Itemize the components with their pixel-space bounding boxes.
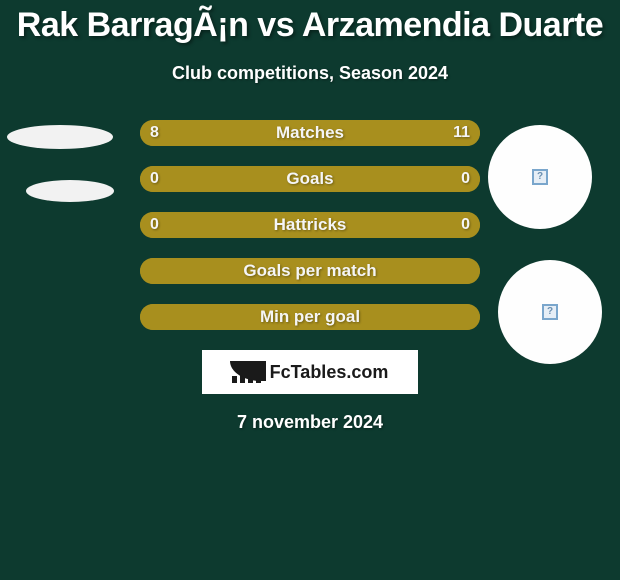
placeholder-icon: ? (532, 169, 548, 185)
stat-row: Hattricks0 0 (140, 212, 480, 238)
stat-bars: Matches811Goals00Hattricks00Goals per ma… (140, 120, 480, 330)
player2-avatar-circle-bottom: ? (498, 260, 602, 364)
stat-value-right: 11 (453, 120, 470, 146)
logo-text: FcTables.com (270, 362, 389, 383)
stat-row: Min per goal (140, 304, 480, 330)
stat-row: Goals per match (140, 258, 480, 284)
stat-value-left: 0 (150, 166, 159, 192)
stat-label: Goals per match (140, 258, 480, 284)
date-line: 7 november 2024 (0, 412, 620, 433)
stat-row: Matches8 11 (140, 120, 480, 146)
player1-avatar-ellipse-top (7, 125, 113, 149)
stat-value-right: 0 (461, 166, 470, 192)
stat-label: Min per goal (140, 304, 480, 330)
stat-label: Goals (140, 166, 480, 192)
placeholder-icon: ? (542, 304, 558, 320)
logo-box: FcTables.com (202, 350, 418, 394)
stat-label: Hattricks (140, 212, 480, 238)
stat-row: Goals0 0 (140, 166, 480, 192)
logo-chart-icon (232, 361, 264, 383)
stat-value-right: 0 (461, 212, 470, 238)
player1-avatar-ellipse-bottom (26, 180, 114, 202)
stats-area: ? ? Matches811Goals00Hattricks00Goals pe… (0, 120, 620, 433)
subtitle: Club competitions, Season 2024 (0, 63, 620, 84)
stat-label: Matches (140, 120, 480, 146)
player2-avatar-circle-top: ? (488, 125, 592, 229)
page-title: Rak BarragÃ¡n vs Arzamendia Duarte (0, 0, 620, 45)
stat-value-left: 0 (150, 212, 159, 238)
stat-value-left: 8 (150, 120, 159, 146)
